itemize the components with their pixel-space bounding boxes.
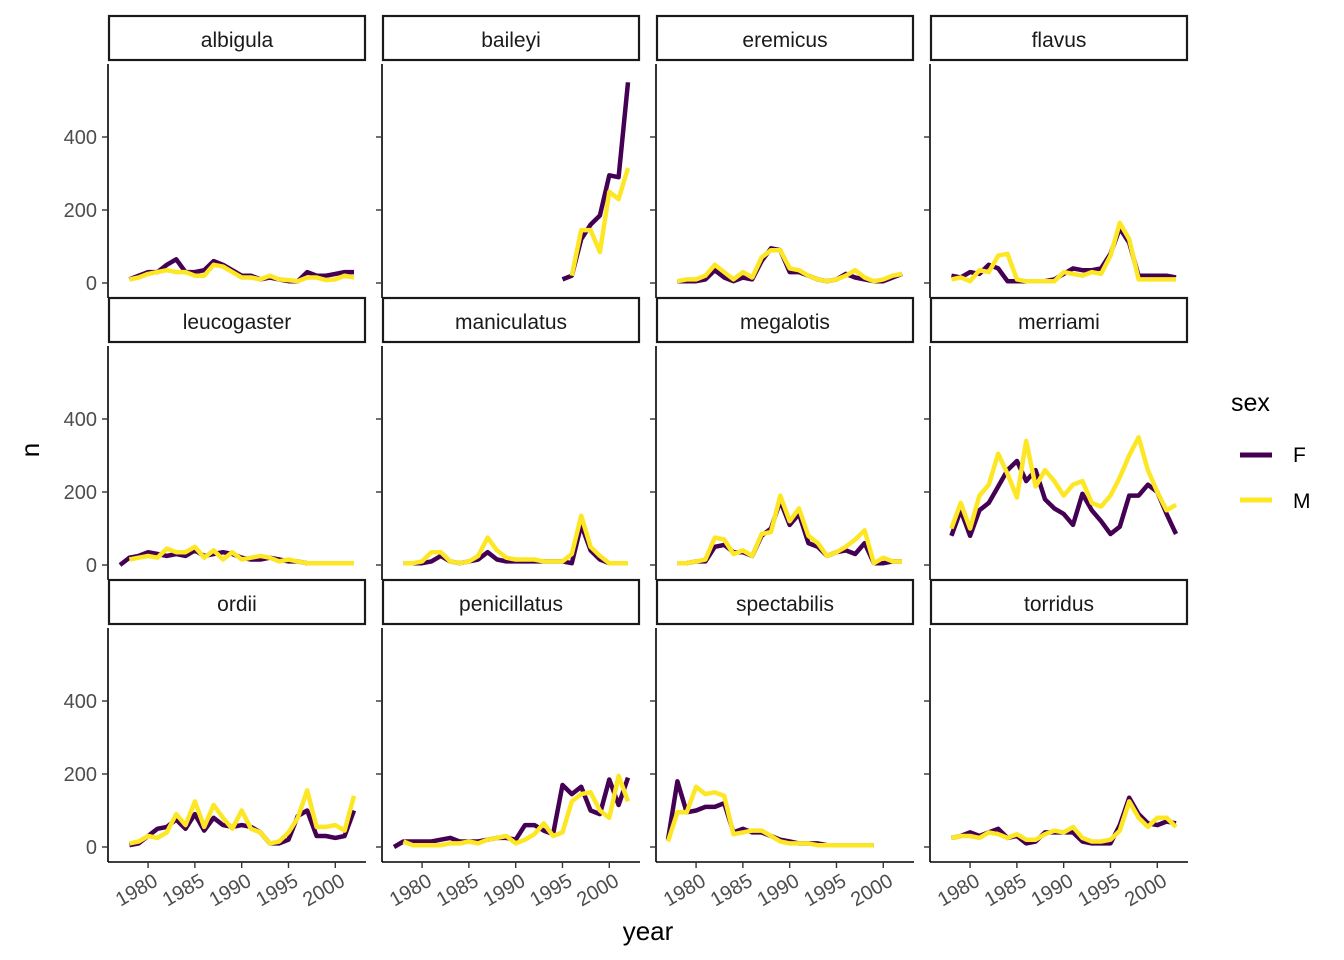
facet-panel-eremicus: eremicus (650, 14, 915, 304)
x-tick-label: 1990 (1028, 870, 1078, 911)
strip-box (929, 296, 1189, 344)
facet-panel-flavus: flavus (924, 14, 1189, 304)
y-tick-label: 0 (86, 273, 97, 295)
strip-label: merriami (1018, 311, 1100, 334)
strip-label: maniculatus (455, 311, 567, 334)
strip-label: flavus (1032, 29, 1087, 52)
strip-label: ordii (217, 593, 257, 616)
series-line-f (128, 808, 357, 848)
x-tick-label: 1995 (1074, 870, 1124, 911)
series-line-m (950, 220, 1176, 284)
series-line-m (128, 788, 357, 846)
x-tick-label: 2000 (573, 870, 623, 911)
x-tick-label: 1980 (112, 870, 162, 911)
strip-box (655, 578, 915, 626)
series-line-m (128, 544, 354, 566)
strip-label: torridus (1024, 593, 1094, 616)
strip-box (107, 14, 367, 62)
x-tick-label: 1985 (707, 870, 757, 911)
y-tick-label: 400 (64, 127, 97, 149)
series-line-m (402, 773, 631, 848)
facet-panels: albigula 0 200 400 baileyi eremicus flavus leuc… (64, 14, 1189, 911)
x-tick-label: 1995 (526, 870, 576, 911)
legend-label-m: M (1293, 490, 1311, 513)
strip-label: megalotis (740, 311, 830, 334)
strip-box (655, 296, 915, 344)
strip-box (929, 14, 1189, 62)
y-tick-label: 400 (64, 409, 97, 431)
x-tick-label: 1985 (159, 870, 209, 911)
series-line-f (561, 82, 631, 282)
x-tick-label: 1980 (660, 870, 710, 911)
x-tick-label: 1990 (206, 870, 256, 911)
y-tick-label: 0 (86, 837, 97, 859)
strip-box (107, 296, 367, 344)
x-tick-label: 1990 (480, 870, 530, 911)
x-axis-title: year (623, 916, 674, 946)
strip-box (655, 14, 915, 62)
strip-box (929, 578, 1189, 626)
series-line-m (403, 513, 628, 566)
x-tick-label: 1995 (800, 870, 850, 911)
strip-label: spectabilis (736, 593, 834, 616)
facet-panel-baileyi: baileyi (376, 14, 641, 304)
legend-title: sex (1231, 389, 1270, 417)
series-line-m (665, 784, 874, 848)
x-tick-label: 1980 (386, 870, 436, 911)
x-tick-label: 2000 (1121, 870, 1171, 911)
strip-label: baileyi (481, 29, 541, 52)
series-line-m (950, 799, 1178, 844)
facet-panel-albigula: albigula 0 200 400 (64, 14, 367, 304)
strip-label: leucogaster (183, 311, 292, 334)
facet-panel-maniculatus: maniculatus (376, 296, 641, 586)
series-line-m (569, 167, 631, 277)
strip-box (381, 14, 641, 62)
series-line-f (677, 498, 902, 566)
legend: sex F M (1231, 389, 1311, 513)
y-axis-title: n (15, 443, 45, 457)
x-tick-label: 1985 (981, 870, 1031, 911)
strip-label: albigula (201, 29, 274, 52)
strip-box (381, 296, 641, 344)
series-line-m (677, 493, 902, 566)
series-line-m (128, 262, 355, 284)
facet-panel-megalotis: megalotis (650, 296, 915, 586)
strip-box (107, 578, 367, 626)
facet-panel-leucogaster: leucogaster 0 200 400 (64, 296, 367, 586)
strip-label: penicillatus (459, 593, 563, 616)
y-tick-label: 200 (64, 482, 97, 504)
series-line-f (949, 458, 1179, 539)
legend-label-f: F (1293, 444, 1306, 467)
y-tick-label: 400 (64, 691, 97, 713)
series-line-m (949, 435, 1178, 531)
y-tick-label: 200 (64, 764, 97, 786)
x-tick-label: 1985 (433, 870, 483, 911)
x-tick-label: 2000 (299, 870, 349, 911)
x-tick-label: 1995 (252, 870, 302, 911)
y-tick-label: 0 (86, 555, 97, 577)
strip-box (381, 578, 641, 626)
x-tick-label: 2000 (847, 870, 897, 911)
series-line-f (392, 776, 631, 849)
x-tick-label: 1980 (934, 870, 984, 911)
x-tick-label: 1990 (754, 870, 804, 911)
y-tick-label: 200 (64, 200, 97, 222)
facet-panel-merriami: merriami (924, 296, 1189, 586)
strip-label: eremicus (742, 29, 827, 52)
series-line-m (676, 247, 903, 284)
